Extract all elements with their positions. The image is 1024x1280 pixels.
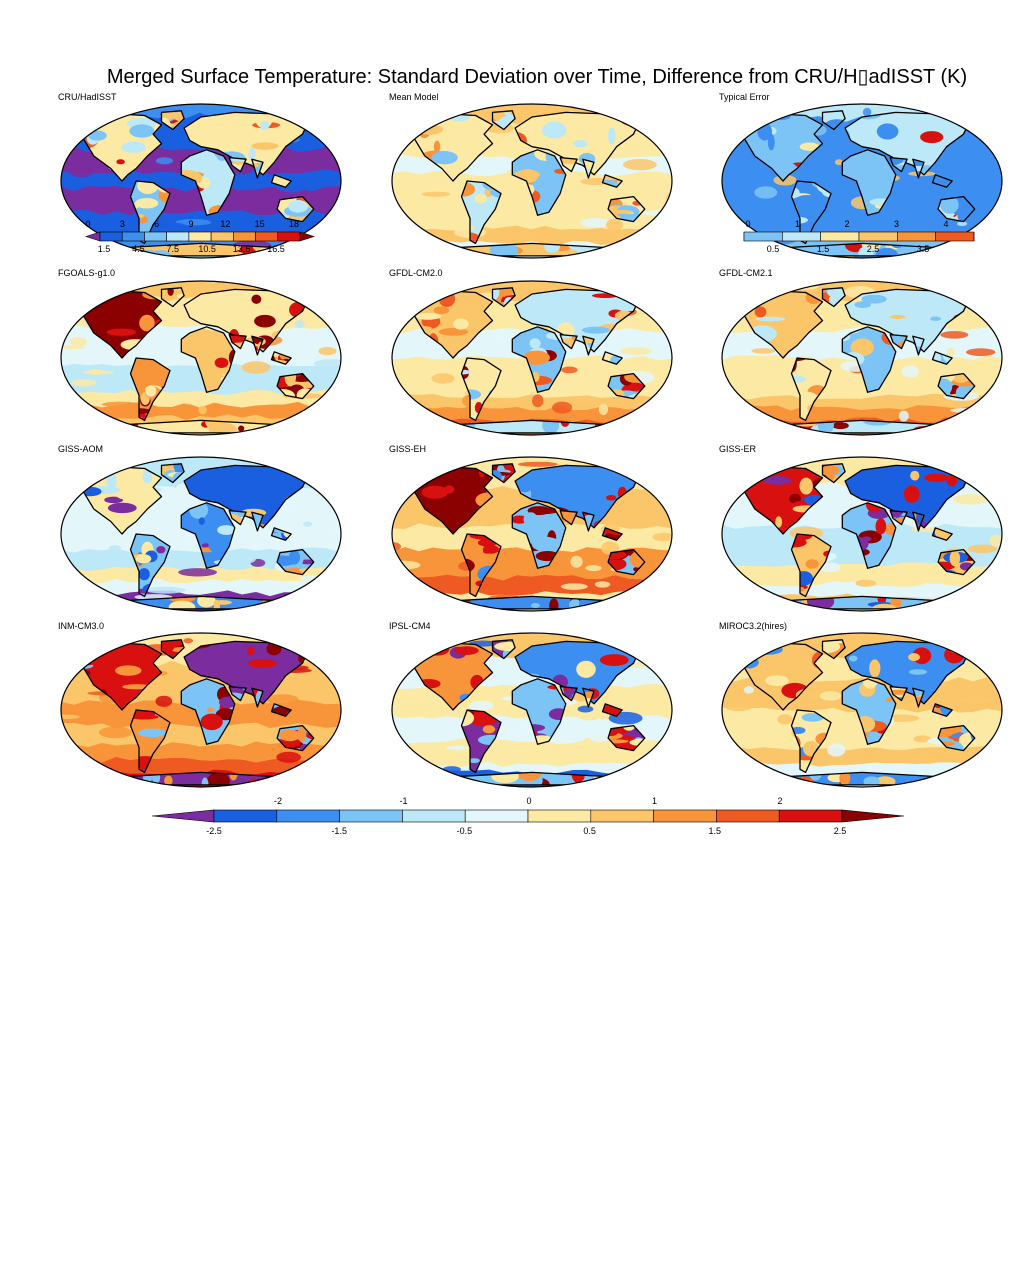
panel-label: IPSL-CM4 — [389, 621, 431, 631]
colorbar-tick-label: 3 — [894, 219, 899, 229]
panel-label: MIROC3.2(hires) — [719, 621, 788, 631]
panel-label: GISS-EH — [389, 444, 427, 454]
colorbar-swatch — [277, 231, 301, 242]
colorbar-tick-label: 16.5 — [267, 244, 285, 254]
colorbar-tick-label: 13.5 — [233, 244, 251, 254]
colorbar-swatch — [935, 231, 975, 242]
colorbar-swatch — [716, 809, 780, 823]
colorbar-tick-label: -2 — [274, 796, 282, 806]
colorbar-swatch — [188, 231, 212, 242]
colorbar-tick-label: 0 — [85, 219, 90, 229]
colorbar-tick-label: 3.5 — [917, 244, 930, 254]
colorbar-swatch — [144, 231, 167, 242]
robinson-map-4 — [60, 280, 342, 436]
colorbar-max-triangle — [299, 231, 315, 242]
colorbar-tick-label: 12 — [220, 219, 230, 229]
observation-colorbar: 0 3 6 9 12 15 18 1.5 4.5 7.5 10.5 13.5 16.5 — [85, 219, 315, 254]
colorbar-tick-label: 2.5 — [867, 244, 880, 254]
colorbar-max-triangle — [841, 809, 905, 823]
robinson-map-6 — [721, 280, 1003, 436]
colorbar-tick-label: 0 — [526, 796, 531, 806]
colorbar-tick-label: -2.5 — [206, 826, 222, 836]
colorbar-swatch — [276, 809, 340, 823]
colorbar-tick-label: 18 — [289, 219, 299, 229]
colorbar-swatch — [166, 231, 190, 242]
panel-label: Typical Error — [719, 92, 770, 102]
colorbar-swatch — [210, 231, 234, 242]
colorbar-tick-label: 2.5 — [834, 826, 847, 836]
colorbar-swatch — [653, 809, 717, 823]
robinson-map-12 — [721, 632, 1003, 788]
colorbar-tick-label: 1 — [652, 796, 657, 806]
colorbar-swatch — [590, 809, 654, 823]
colorbar-swatch — [99, 231, 123, 242]
page-title: Merged Surface Temperature: Standard Dev… — [106, 66, 968, 88]
colorbar-tick-label: 10.5 — [198, 244, 216, 254]
panel-label: GFDL-CM2.1 — [719, 268, 773, 278]
colorbar-swatch — [858, 231, 898, 242]
colorbar-tick-label: 9 — [188, 219, 193, 229]
colorbar-tick-label: 15 — [255, 219, 265, 229]
colorbar-tick-label: 1.5 — [709, 826, 722, 836]
panel-label: INM-CM3.0 — [58, 621, 105, 631]
robinson-map-5 — [391, 280, 673, 436]
robinson-map-9 — [721, 456, 1003, 612]
colorbar-min-triangle — [85, 231, 101, 242]
difference-colorbar: -2 -1 0 1 2 -2.5 -1.5 -0.5 0.5 1.5 2.5 — [151, 796, 905, 836]
colorbar-tick-label: -0.5 — [457, 826, 473, 836]
robinson-map-8 — [391, 456, 673, 612]
panel-label: Mean Model — [389, 92, 439, 102]
colorbar-tick-label: 7.5 — [167, 244, 180, 254]
colorbar-tick-label: 0.5 — [583, 826, 596, 836]
colorbar-swatch — [402, 809, 466, 823]
colorbar-tick-label: 0.5 — [767, 244, 780, 254]
colorbar-tick-label: 1.5 — [817, 244, 830, 254]
colorbar-tick-label: 6 — [154, 219, 159, 229]
colorbar-tick-label: 2 — [777, 796, 782, 806]
colorbar-tick-label: 4 — [943, 219, 948, 229]
colorbar-swatch — [233, 231, 256, 242]
colorbar-tick-label: 1.5 — [98, 244, 111, 254]
colorbar-swatch — [339, 809, 403, 823]
panel-label: GISS-AOM — [58, 444, 104, 454]
robinson-map-10 — [60, 632, 342, 788]
colorbar-swatch — [820, 231, 860, 242]
colorbar-swatch — [743, 231, 783, 242]
colorbar-min-triangle — [151, 809, 215, 823]
colorbar-swatch — [527, 809, 592, 823]
colorbar-swatch — [464, 809, 529, 823]
colorbar-swatch — [778, 809, 843, 823]
robinson-map-7 — [60, 456, 342, 612]
colorbar-tick-label: 0 — [745, 219, 750, 229]
colorbar-swatch — [897, 231, 936, 242]
colorbar-tick-label: -1.5 — [331, 826, 347, 836]
colorbar-swatch — [255, 231, 279, 242]
colorbar-tick-label: 2 — [844, 219, 849, 229]
colorbar-tick-label: 3 — [120, 219, 125, 229]
panel-label: FGOALS-g1.0 — [58, 268, 116, 278]
colorbar-tick-label: 4.5 — [132, 244, 145, 254]
panel-label: GFDL-CM2.0 — [389, 268, 443, 278]
colorbar-swatch — [782, 231, 821, 242]
colorbar-swatch — [213, 809, 278, 823]
error-colorbar: 0 1 2 3 4 0.5 1.5 2.5 3.5 — [743, 219, 975, 254]
robinson-map-11 — [391, 632, 673, 788]
panel-label: GISS-ER — [719, 444, 757, 454]
robinson-map-3 — [721, 103, 1003, 259]
robinson-map-2 — [391, 103, 673, 259]
colorbar-swatch — [121, 231, 145, 242]
colorbar-tick-label: 1 — [795, 219, 800, 229]
panel-label: CRU/HadISST — [58, 92, 117, 102]
colorbar-tick-label: -1 — [399, 796, 407, 806]
